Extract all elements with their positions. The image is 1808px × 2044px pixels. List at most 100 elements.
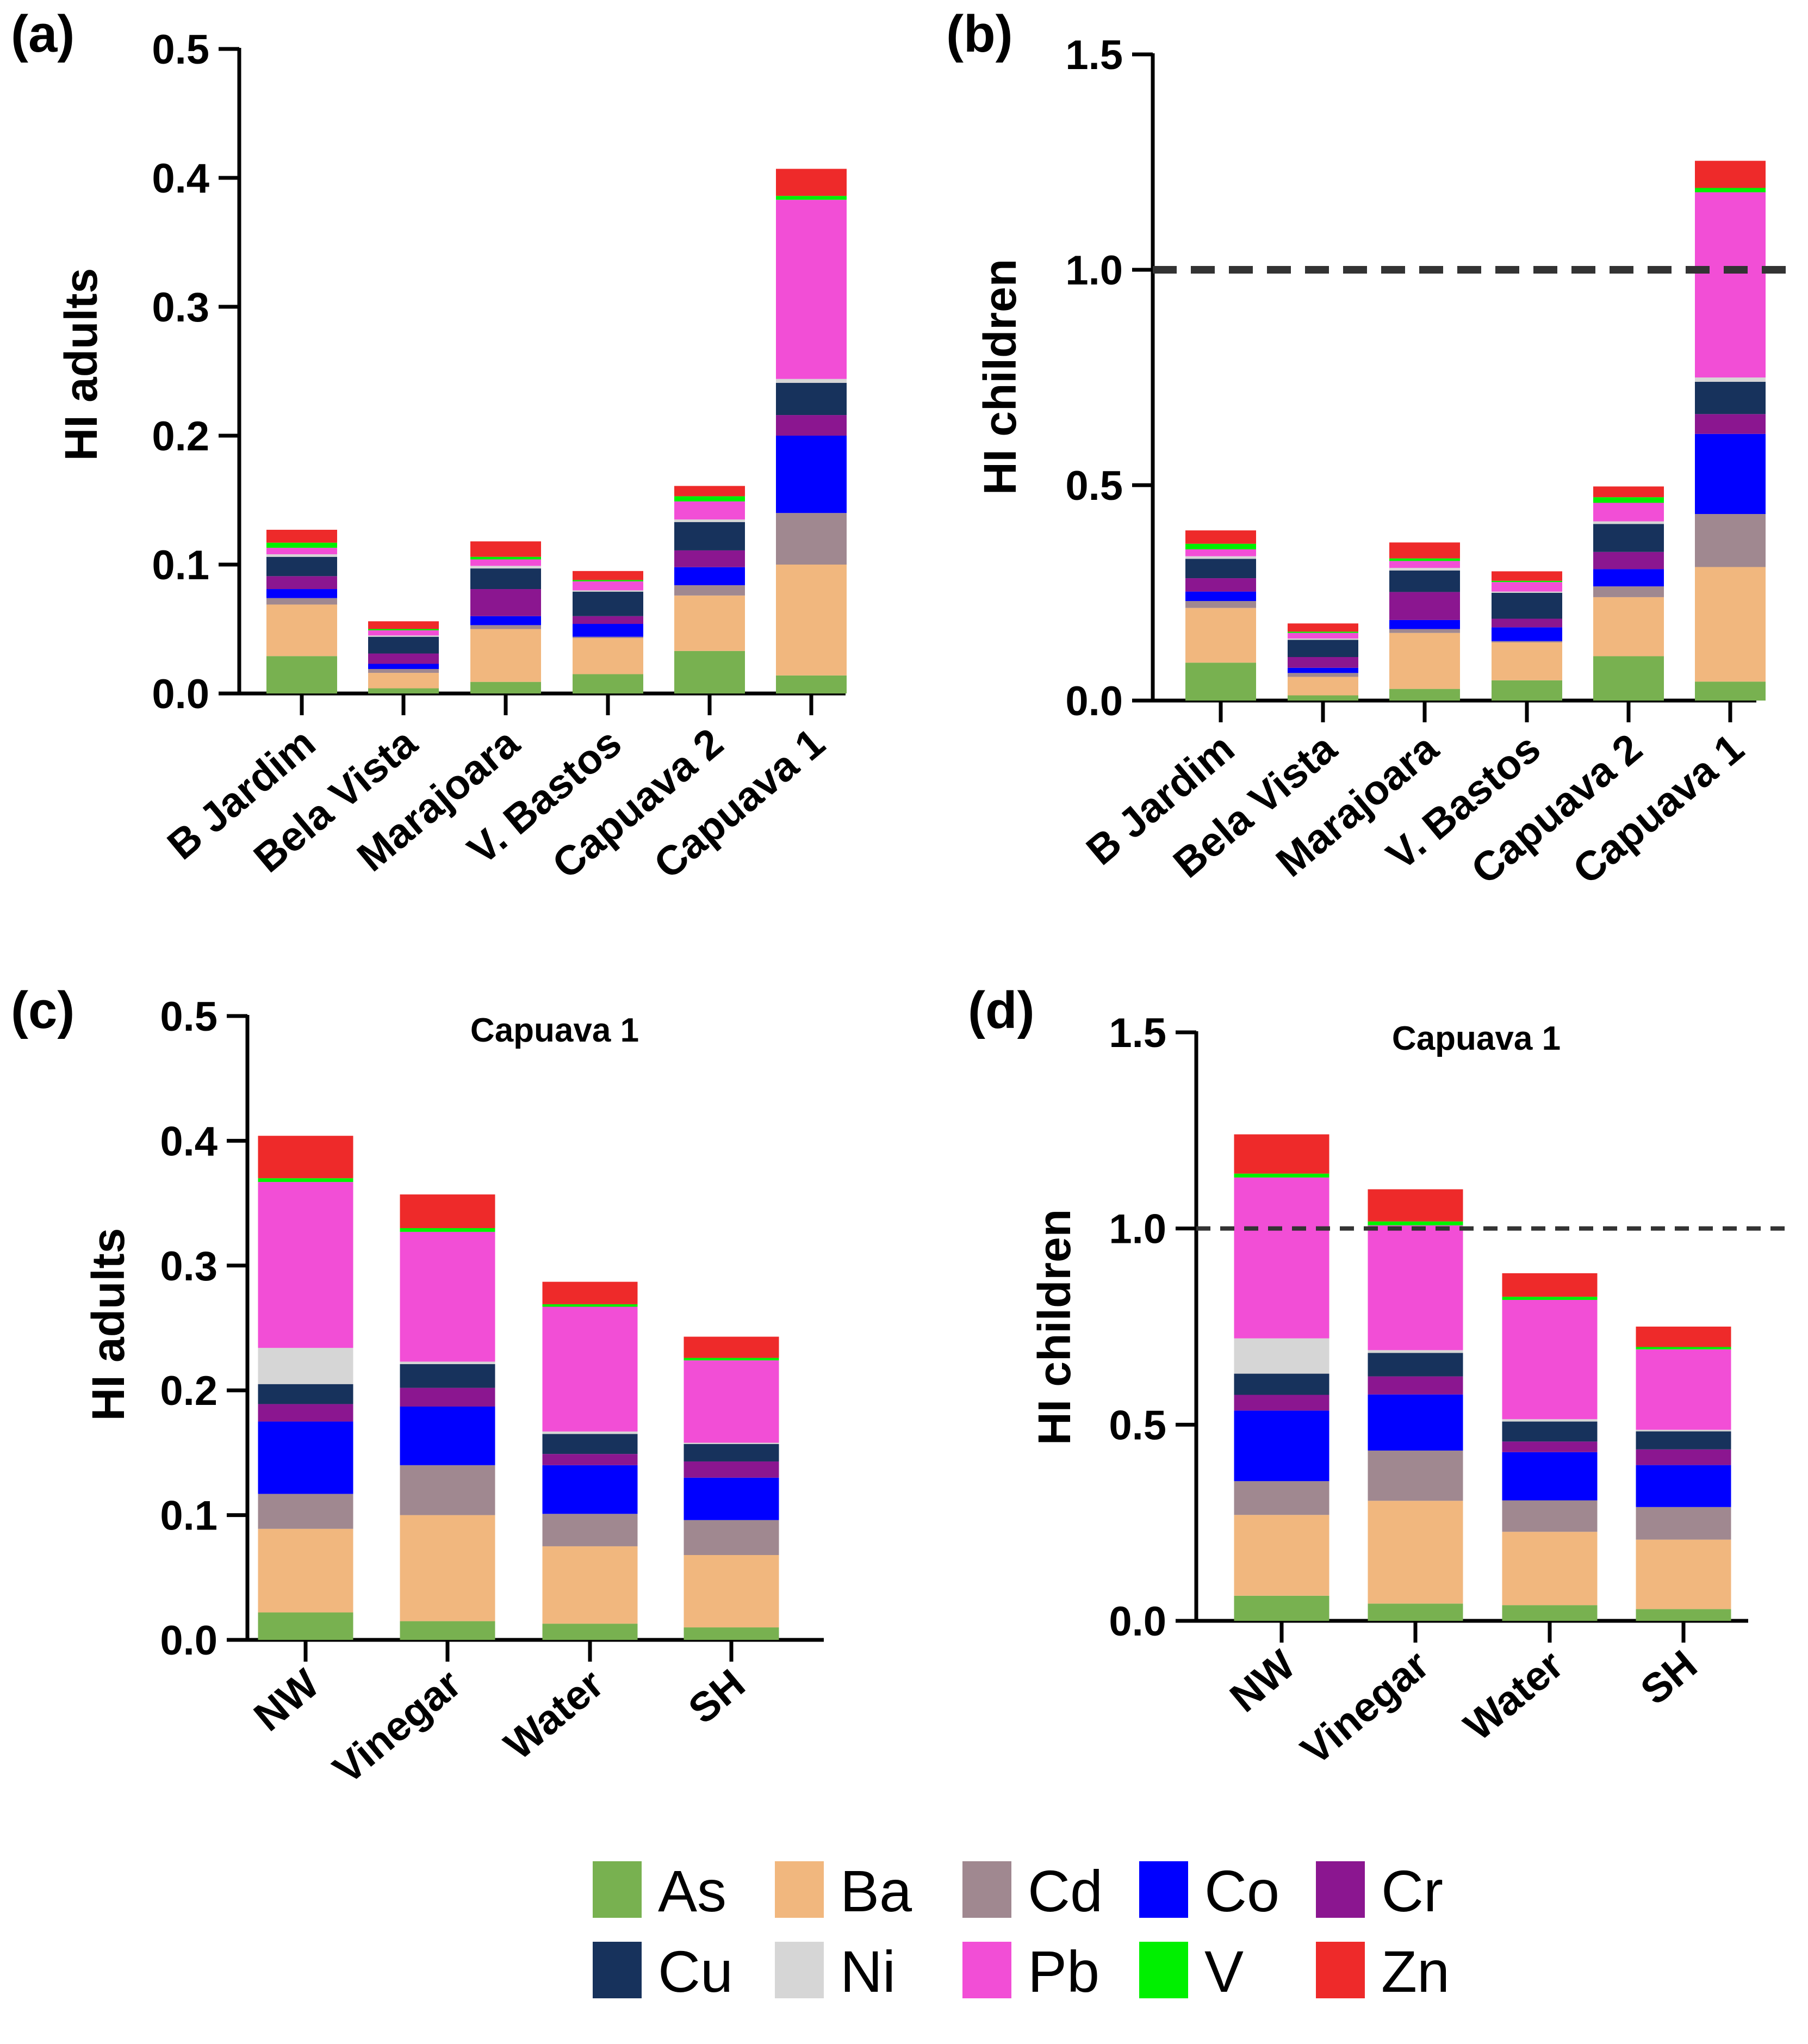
bar-segment-cu-c (258, 1384, 353, 1404)
bar-segment-v-a (674, 496, 745, 501)
bar-segment-ni-d (1502, 1419, 1598, 1422)
bar-segment-ni-d (1636, 1429, 1731, 1432)
bar-segment-cr-a (674, 550, 745, 567)
bar-segment-co-a (266, 589, 337, 598)
bar-segment-as-d (1502, 1605, 1598, 1621)
x-tick-label-d: Water (1456, 1642, 1572, 1750)
bar-segment-cu-d (1368, 1353, 1463, 1377)
y-tick-label-d: 0.5 (1109, 1402, 1166, 1448)
bar-segment-zn-c (684, 1336, 779, 1358)
bar-segment-cd-b (1492, 641, 1562, 643)
bar-segment-pb-c (400, 1231, 495, 1362)
bar-segment-as-a (368, 688, 439, 693)
bar-segment-v-c (400, 1228, 495, 1232)
bar-segment-as-a (470, 682, 541, 693)
legend-swatch-as (593, 1861, 642, 1918)
legend-swatch-pb (962, 1942, 1011, 1998)
bar-segment-zn-c (258, 1136, 353, 1179)
bar-segment-zn-a (776, 169, 847, 196)
bar-segment-zn-a (470, 541, 541, 557)
bar-segment-ni-b (1185, 556, 1256, 559)
y-tick-label-b: 0.0 (1065, 678, 1123, 724)
bar-segment-as-c (542, 1624, 638, 1640)
bar-segment-ba-c (684, 1555, 779, 1628)
legend-label-pb: Pb (1028, 1938, 1099, 2004)
y-tick-label-d: 1.0 (1109, 1206, 1166, 1253)
bar-segment-ba-a (266, 604, 337, 656)
bar-segment-ba-a (368, 673, 439, 689)
bar-segment-zn-c (400, 1194, 495, 1228)
bar-segment-ni-c (684, 1442, 779, 1444)
bar-segment-ba-a (674, 595, 745, 651)
panel-label-c: (c) (11, 981, 74, 1039)
bar-segment-cr-b (1695, 414, 1766, 434)
bar-segment-cd-b (1593, 586, 1664, 597)
bar-segment-cr-d (1636, 1449, 1731, 1465)
bar-segment-zn-a (368, 621, 439, 629)
bar-segment-as-c (258, 1612, 353, 1640)
bar-segment-co-b (1492, 627, 1562, 641)
bar-segment-cu-c (542, 1434, 638, 1454)
bar-segment-ni-d (1234, 1338, 1329, 1374)
bar-segment-cu-b (1695, 381, 1766, 414)
bar-segment-cd-b (1389, 629, 1460, 633)
bar-segment-cu-c (684, 1444, 779, 1461)
bar-segment-cu-a (368, 636, 439, 654)
bar-segment-v-c (258, 1178, 353, 1182)
bar-segment-zn-a (266, 530, 337, 543)
legend-label-ni: Ni (840, 1938, 896, 2004)
y-axis-title-a: HI adults (55, 268, 107, 461)
legend-swatch-cu (593, 1942, 642, 1998)
chart-title-c: Capuava 1 (470, 1012, 639, 1049)
bar-segment-ba-c (400, 1515, 495, 1621)
bar-segment-v-c (684, 1358, 779, 1361)
bar-segment-co-a (573, 624, 643, 637)
bar-segment-pb-a (776, 200, 847, 379)
y-tick-label-c: 0.1 (160, 1493, 218, 1539)
legend-label-co: Co (1204, 1858, 1279, 1924)
bar-segment-as-b (1389, 689, 1460, 701)
bar-segment-v-a (573, 580, 643, 581)
bar-segment-co-d (1234, 1410, 1329, 1482)
bar-segment-cu-a (470, 568, 541, 590)
bar-segment-cr-b (1185, 578, 1256, 592)
bar-segment-ni-a (266, 554, 337, 557)
bar-segment-zn-c (542, 1281, 638, 1304)
bar-segment-zn-d (1234, 1134, 1329, 1174)
y-tick-label-b: 0.5 (1065, 463, 1123, 509)
y-tick-label-d: 1.5 (1109, 1010, 1166, 1056)
legend-label-cd: Cd (1028, 1858, 1103, 1924)
bar-segment-v-c (542, 1304, 638, 1307)
bar-segment-pb-b (1492, 582, 1562, 592)
bar-segment-zn-b (1695, 160, 1766, 188)
legend-swatch-ba (775, 1861, 824, 1918)
legend-label-ba: Ba (840, 1858, 912, 1924)
bar-segment-ni-b (1695, 377, 1766, 382)
bar-segment-zn-b (1389, 542, 1460, 559)
bar-segment-cu-d (1502, 1421, 1598, 1442)
y-tick-label-d: 0.0 (1109, 1599, 1166, 1645)
bar-segment-cr-c (684, 1461, 779, 1478)
x-tick-label-d: NW (1221, 1642, 1304, 1721)
bar-segment-cd-d (1636, 1507, 1731, 1540)
bar-segment-cr-c (258, 1404, 353, 1422)
bar-segment-co-a (470, 616, 541, 625)
bar-segment-pb-b (1593, 503, 1664, 522)
bar-segment-zn-b (1492, 571, 1562, 581)
bar-segment-ni-c (400, 1361, 495, 1365)
bar-segment-v-d (1636, 1347, 1731, 1349)
bar-segment-co-d (1502, 1452, 1598, 1501)
bar-segment-as-b (1288, 695, 1358, 701)
bar-segment-as-b (1593, 656, 1664, 701)
bar-segment-pb-a (266, 548, 337, 555)
bar-segment-pb-b (1288, 633, 1358, 639)
y-tick-label-b: 1.0 (1065, 247, 1123, 294)
x-tick-label-c: Vinegar (325, 1661, 470, 1793)
bar-segment-pb-a (470, 559, 541, 566)
bar-segment-pb-a (573, 581, 643, 591)
panel-label-a: (a) (11, 5, 74, 63)
panel-label-d: (d) (968, 981, 1035, 1039)
bar-segment-ba-a (470, 629, 541, 682)
bar-segment-cu-a (573, 591, 643, 616)
